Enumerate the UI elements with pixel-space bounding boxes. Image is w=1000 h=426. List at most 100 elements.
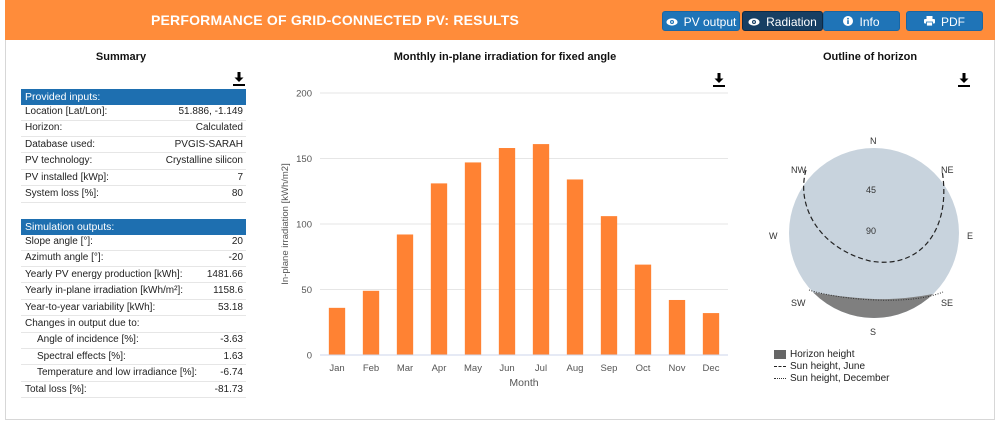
bar-apr	[430, 183, 448, 355]
radiation-label: Radiation	[766, 15, 817, 29]
row-value: 53.18	[217, 301, 243, 313]
row-label: Slope angle [°]:	[25, 236, 93, 247]
bar-aug	[566, 179, 584, 355]
horizon-polar-plot: 45 90 N NE E SE S SW W NW	[769, 136, 973, 337]
ring-label-45: 45	[866, 185, 876, 195]
summary-row: Total loss [%]: -81.73	[21, 382, 246, 399]
summary-row: Database used: PVGIS-SARAH	[21, 137, 246, 154]
x-axis-title: Month	[509, 377, 538, 389]
direction-e: E	[967, 231, 973, 241]
row-value: -6.74	[220, 367, 243, 379]
summary-row: Location [Lat/Lon]: 51.886, -1.149	[21, 104, 246, 121]
summary-row: Changes in output due to:	[21, 316, 246, 333]
row-value: Calculated	[195, 122, 243, 134]
y-axis-title: In-plane irradiation [kWh/m2]	[280, 163, 291, 284]
dashed-line-swatch	[774, 365, 786, 367]
horizon-title: Outline of horizon	[822, 51, 918, 63]
info-label: Info	[859, 15, 880, 29]
row-label: Horizon:	[25, 122, 63, 134]
bar-jun	[498, 148, 516, 355]
x-tick-label: Mar	[397, 363, 413, 374]
summary-row: PV technology: Crystalline silicon	[21, 153, 246, 170]
row-value: PVGIS-SARAH	[174, 138, 243, 150]
row-label: Year-to-year variability [kWh]:	[25, 301, 156, 313]
y-tick-label: 50	[301, 285, 312, 296]
download-icon[interactable]	[233, 72, 245, 86]
summary-row: System loss [%]: 80	[21, 186, 246, 203]
x-tick-label: Apr	[432, 363, 447, 374]
bar-feb	[362, 290, 380, 355]
chart-download-icon[interactable]	[713, 73, 725, 87]
summary-row: PV installed [kWp]: 7	[21, 170, 246, 187]
x-tick-label: Oct	[636, 363, 651, 374]
legend-horizon-height: Horizon height	[774, 349, 854, 361]
page-title: PERFORMANCE OF GRID-CONNECTED PV: RESULT…	[150, 12, 520, 28]
row-value: 1481.66	[206, 268, 243, 280]
direction-n: N	[870, 136, 877, 146]
bar-dec	[702, 313, 720, 355]
row-label: Temperature and low irradiance [%]:	[37, 367, 198, 379]
monthly-irradiation-chart: 0 50 100 150 200 Jan Feb Mar Apr May Jun Jul Aug Sep O…	[280, 89, 728, 389]
row-label: Spectral effects [%]:	[37, 350, 126, 362]
chart-title: Monthly in-plane irradiation for fixed a…	[393, 51, 617, 63]
row-label: System loss [%]:	[25, 188, 99, 199]
sun-path-december	[808, 289, 944, 301]
pv-output-button[interactable]: PV output	[662, 11, 740, 31]
row-value: 1158.6	[213, 285, 243, 297]
summary-title: Summary	[95, 51, 147, 63]
row-label: PV technology:	[25, 155, 93, 167]
x-tick-label: Jul	[535, 363, 547, 374]
bar-oct	[634, 264, 652, 355]
row-value: 20	[231, 236, 243, 247]
summary-row: Angle of incidence [%]: -3.63	[21, 332, 246, 349]
row-label: Changes in output due to:	[25, 318, 140, 329]
y-tick-label: 150	[296, 154, 312, 165]
row-value: 51.886, -1.149	[178, 106, 244, 117]
direction-sw: SW	[791, 298, 806, 308]
simulation-outputs-header: Simulation outputs:	[21, 219, 246, 235]
row-label: Database used:	[25, 138, 96, 150]
summary-row: Yearly in-plane irradiation [kWh/m²]: 115…	[21, 283, 246, 300]
direction-ne: NE	[941, 165, 954, 175]
row-value: 1.63	[223, 350, 243, 362]
legend-june-label: Sun height, June	[790, 361, 866, 372]
ring-label-90: 90	[866, 226, 876, 236]
legend-december-label: Sun height, December	[790, 373, 890, 384]
bar-jul	[532, 144, 550, 355]
pdf-button[interactable]: PDF	[906, 11, 983, 31]
bar-nov	[668, 299, 686, 355]
summary-row: Slope angle [°]: 20	[21, 234, 246, 251]
row-label: Azimuth angle [°]:	[25, 252, 104, 264]
row-value: -3.63	[220, 334, 243, 346]
y-tick-label: 200	[296, 89, 312, 100]
direction-w: W	[769, 231, 778, 241]
info-button[interactable]: Info	[823, 11, 900, 31]
eye-icon	[748, 13, 760, 33]
pv-output-label: PV output	[683, 15, 737, 29]
dotted-line-swatch	[774, 377, 786, 379]
row-value: -20	[228, 252, 243, 264]
row-label: Yearly in-plane irradiation [kWh/m²]:	[25, 285, 184, 297]
x-tick-label: Feb	[363, 363, 379, 374]
bar-may	[464, 162, 482, 355]
summary-row: Azimuth angle [°]: -20	[21, 250, 246, 267]
bar-mar	[396, 234, 414, 355]
bar-jan	[328, 307, 346, 355]
summary-row: Yearly PV energy production [kWh]: 1481.6…	[21, 267, 246, 284]
radiation-button[interactable]: Radiation	[742, 11, 823, 31]
x-tick-label: May	[464, 363, 482, 374]
pdf-label: PDF	[941, 15, 965, 29]
row-value: 80	[231, 188, 243, 199]
row-label: PV installed [kWp]:	[25, 171, 109, 183]
summary-row: Temperature and low irradiance [%]: -6.74	[21, 365, 246, 382]
direction-s: S	[870, 327, 876, 337]
direction-se: SE	[941, 298, 953, 308]
y-tick-label: 0	[307, 351, 312, 362]
x-tick-label: Jan	[329, 363, 344, 374]
sky-disk	[789, 148, 959, 318]
x-tick-label: Dec	[703, 363, 720, 374]
sun-path-june	[803, 169, 945, 263]
horizon-download-icon[interactable]	[958, 73, 970, 87]
bar-sep	[600, 216, 618, 355]
results-frame	[5, 0, 995, 420]
